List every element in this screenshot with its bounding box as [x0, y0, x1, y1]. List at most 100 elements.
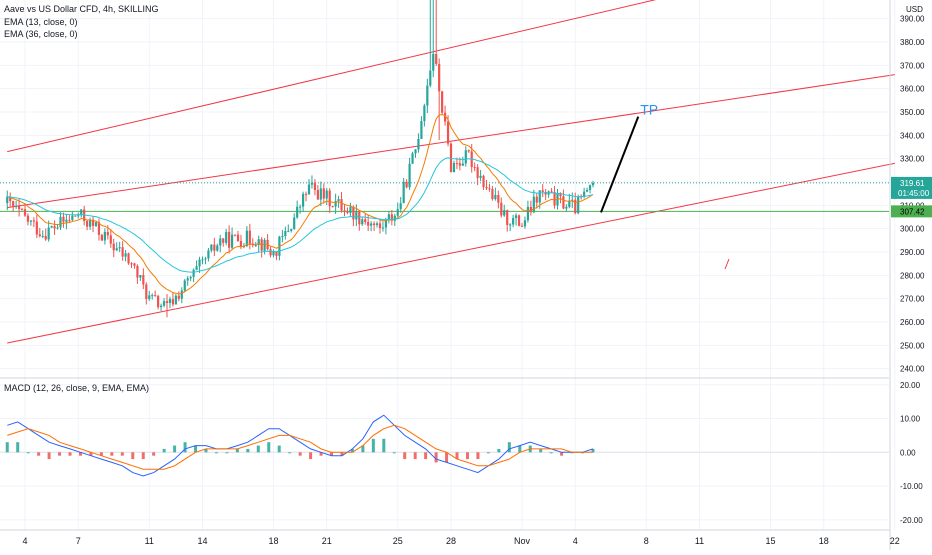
candle-body: [393, 215, 396, 221]
candle-body: [29, 220, 33, 222]
price-tick-label: 290.00: [900, 248, 925, 257]
candle-body: [216, 245, 219, 251]
price-tick-label: 360.00: [900, 85, 925, 94]
time-tick-label: 15: [765, 536, 775, 546]
candle-body: [361, 219, 364, 225]
macd-histogram-bar: [539, 448, 543, 453]
price-tick-label: 370.00: [900, 61, 925, 70]
candle-body: [514, 215, 518, 219]
candle-body: [390, 214, 393, 221]
last-price-value: 319.61: [900, 179, 925, 188]
candle-body: [233, 234, 237, 236]
candle-body: [467, 150, 470, 152]
candle-body: [485, 187, 488, 189]
currency-label: USD: [906, 5, 923, 14]
candle-body: [479, 175, 482, 178]
candle-body: [189, 276, 192, 279]
countdown-value: 01:45:00: [898, 189, 930, 198]
last-price-tag: [891, 176, 932, 199]
candle-body: [420, 121, 423, 139]
macd-histogram-bar: [120, 452, 124, 456]
candle-body: [464, 150, 467, 164]
candle-body: [35, 221, 38, 235]
candle-body: [328, 190, 331, 207]
candle-body: [56, 227, 59, 229]
candle-body: [207, 250, 210, 259]
candle-body: [12, 201, 15, 207]
candle-body: [26, 215, 30, 222]
price-tick-label: 260.00: [900, 318, 925, 327]
macd-histogram-bar: [445, 452, 449, 463]
macd-legend[interactable]: MACD (12, 26, close, 9, EMA, EMA): [4, 383, 150, 393]
symbol-title[interactable]: Aave vs US Dollar CFD, 4h, SKILLING: [4, 4, 159, 14]
candle-body: [319, 188, 322, 200]
candle-body: [86, 221, 89, 227]
candle-body: [44, 235, 47, 240]
candle-body: [124, 253, 127, 257]
candle-body: [423, 105, 426, 122]
macd-histogram-bar: [47, 452, 51, 460]
macd-histogram-bar: [497, 448, 501, 453]
candle-body: [62, 216, 65, 222]
price-tick-label: 340.00: [900, 131, 925, 140]
candle-body: [443, 112, 447, 122]
candle-body: [269, 249, 272, 256]
candle-body: [461, 163, 464, 166]
candle-body: [80, 209, 83, 216]
candle-body: [59, 216, 62, 228]
candle-body: [372, 223, 376, 225]
macd-histogram-bar: [235, 448, 239, 453]
candle-body: [535, 196, 538, 203]
macd-histogram-bar: [361, 445, 365, 453]
candle-body: [180, 290, 183, 299]
candle-body: [426, 85, 429, 106]
time-tick-label: 22: [890, 536, 900, 546]
candle-body: [293, 217, 296, 230]
macd-histogram-bar: [78, 452, 82, 456]
candle-body: [6, 196, 9, 203]
channel-line: [7, 0, 657, 153]
candle-body: [384, 219, 388, 228]
time-tick-label: 18: [268, 536, 278, 546]
channel-line: [7, 74, 895, 209]
macd-histogram-bar: [330, 452, 334, 456]
ema-fast-legend[interactable]: EMA (13, close, 0): [4, 17, 78, 27]
candle-body: [553, 191, 556, 206]
candle-body: [106, 231, 109, 236]
ema-slow-legend[interactable]: EMA (36, close, 0): [4, 29, 78, 39]
macd-histogram-bar: [549, 452, 553, 454]
macd-histogram-bar: [5, 442, 9, 453]
candle-body: [562, 196, 565, 209]
tp-label: TP: [640, 102, 658, 118]
candle-body: [441, 91, 444, 113]
candle-body: [115, 248, 118, 251]
price-tick-label: 280.00: [900, 271, 925, 280]
macd-histogram-bar: [319, 452, 323, 456]
candle-body: [585, 189, 589, 192]
macd-histogram-bar: [476, 452, 480, 460]
candle-body: [290, 229, 293, 231]
candle-body: [165, 301, 169, 303]
macd-histogram-bar: [183, 442, 187, 453]
candle-body: [68, 219, 71, 221]
macd-histogram-bar: [350, 448, 354, 453]
candle-body: [340, 199, 343, 211]
candle-body: [245, 230, 248, 246]
candle-body: [352, 206, 355, 220]
candle-body: [71, 215, 74, 220]
macd-histogram-bar: [382, 438, 386, 453]
candle-body: [15, 205, 18, 207]
candle-body: [435, 53, 438, 64]
macd-histogram-bar: [298, 452, 302, 456]
time-tick-label: 7: [76, 536, 81, 546]
candle-body: [109, 235, 112, 244]
candle-body: [159, 305, 163, 308]
candle-body: [405, 181, 408, 188]
time-tick-label: 14: [197, 536, 207, 546]
candle-body: [449, 143, 453, 172]
candle-body: [313, 182, 317, 191]
candle-body: [219, 238, 222, 246]
candle-body: [299, 206, 302, 208]
